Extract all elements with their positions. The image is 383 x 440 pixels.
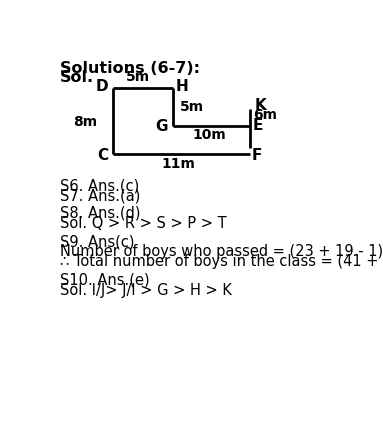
- Text: 11m: 11m: [162, 157, 195, 171]
- Text: S9. Ans(c): S9. Ans(c): [60, 234, 134, 249]
- Text: Sol. I/J> J/I > G > H > K: Sol. I/J> J/I > G > H > K: [60, 282, 232, 297]
- Text: G: G: [155, 119, 168, 134]
- Text: 5m: 5m: [180, 100, 204, 114]
- Text: S6. Ans.(c): S6. Ans.(c): [60, 178, 139, 193]
- Text: S8. Ans.(d): S8. Ans.(d): [60, 206, 140, 221]
- Text: 8m: 8m: [73, 115, 97, 129]
- Text: 10m: 10m: [193, 128, 226, 142]
- Text: K: K: [254, 98, 266, 113]
- Text: D: D: [96, 79, 109, 94]
- Text: E: E: [253, 118, 263, 133]
- Text: Sol. Q > R > S > P > T: Sol. Q > R > S > P > T: [60, 216, 226, 231]
- Text: Number of boys who passed = (23 + 19 - 1) = 41: Number of boys who passed = (23 + 19 - 1…: [60, 244, 383, 259]
- Text: Solutions (6-7):: Solutions (6-7):: [60, 61, 200, 76]
- Text: Sol.: Sol.: [60, 70, 94, 85]
- Text: H: H: [175, 79, 188, 94]
- Text: F: F: [251, 147, 262, 163]
- Text: 5m: 5m: [126, 70, 151, 84]
- Text: S10. Ans.(e): S10. Ans.(e): [60, 272, 149, 287]
- Text: 6m: 6m: [253, 109, 277, 122]
- Text: ∴ Total number of boys in the class = (41 + 5 + 27) = 73: ∴ Total number of boys in the class = (4…: [60, 254, 383, 269]
- Text: C: C: [98, 147, 109, 163]
- Text: S7. Ans.(a): S7. Ans.(a): [60, 188, 140, 203]
